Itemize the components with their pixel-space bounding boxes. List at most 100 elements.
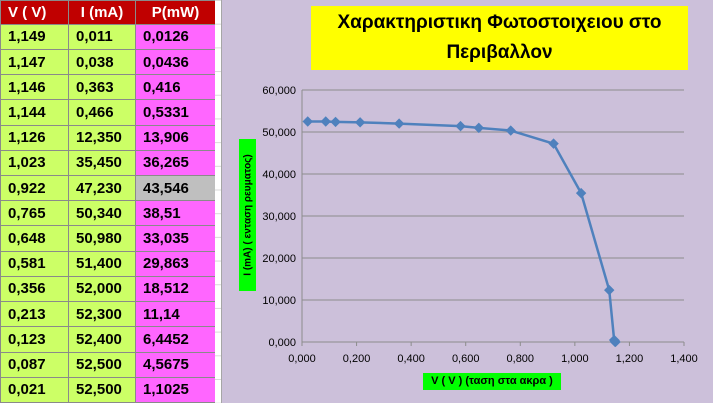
header-current[interactable]: I (mA) xyxy=(68,0,136,25)
cell-current[interactable]: 0,363 xyxy=(68,74,136,101)
cell-voltage[interactable]: 1,023 xyxy=(0,149,69,177)
data-point-marker xyxy=(604,284,615,296)
table-row: 1,126 12,350 13,906 xyxy=(0,124,216,151)
x-tick-label: 0,600 xyxy=(452,353,480,365)
cell-current[interactable]: 47,230 xyxy=(68,174,136,202)
y-tick-label: 40,000 xyxy=(262,169,296,181)
y-tick-label: 60,000 xyxy=(262,85,296,97)
cell-power[interactable]: 0,0126 xyxy=(135,23,216,50)
data-point-marker xyxy=(393,118,405,129)
cell-current[interactable]: 52,400 xyxy=(68,326,136,353)
table-row: 1,147 0,038 0,0436 xyxy=(0,48,216,76)
x-tick-label: 1,200 xyxy=(616,353,644,365)
y-tick-label: 20,000 xyxy=(262,253,296,265)
y-tick-label: 30,000 xyxy=(262,211,296,223)
cell-current[interactable]: 35,450 xyxy=(68,149,136,177)
cell-power[interactable]: 6,4452 xyxy=(135,326,216,353)
x-tick-label: 0,800 xyxy=(507,353,535,365)
y-tick-label: 0,000 xyxy=(268,337,296,349)
cell-current[interactable]: 50,340 xyxy=(68,200,136,227)
cell-voltage[interactable]: 0,765 xyxy=(0,200,69,227)
x-tick-label: 1,400 xyxy=(670,353,698,365)
cell-current[interactable]: 0,011 xyxy=(68,23,136,50)
cell-current[interactable]: 51,400 xyxy=(68,250,136,277)
cell-voltage[interactable]: 1,144 xyxy=(0,99,69,126)
cell-current[interactable]: 0,466 xyxy=(68,99,136,126)
table-row: 0,765 50,340 38,51 xyxy=(0,200,216,227)
y-axis-title[interactable]: I (mA) ( ενταση ρευματος) xyxy=(239,139,256,291)
table-row: 0,213 52,300 11,14 xyxy=(0,301,216,328)
header-row: V ( V) I (mA) P(mW) xyxy=(0,0,216,25)
data-point-marker xyxy=(608,334,620,346)
table-row: 0,922 47,230 43,546 xyxy=(0,174,216,202)
data-point-marker xyxy=(473,122,485,134)
y-tick-label: 10,000 xyxy=(262,295,296,307)
x-tick-label: 1,000 xyxy=(561,353,589,365)
cell-current[interactable]: 12,350 xyxy=(68,124,136,151)
cell-power[interactable]: 11,14 xyxy=(135,301,216,328)
cell-voltage[interactable]: 0,087 xyxy=(0,351,69,378)
chart-title[interactable]: Χαρακτηριστικη Φωτοστοιχειου στο Περιβαλ… xyxy=(311,6,688,70)
cell-voltage[interactable]: 0,922 xyxy=(0,174,69,202)
cell-power[interactable]: 43,546 xyxy=(135,174,216,202)
cell-power[interactable]: 0,5331 xyxy=(135,99,216,126)
table-row: 0,648 50,980 33,035 xyxy=(0,225,216,252)
data-point-marker xyxy=(575,187,587,199)
cell-power[interactable]: 13,906 xyxy=(135,124,216,151)
table-row: 0,087 52,500 4,5675 xyxy=(0,351,216,378)
cell-power[interactable]: 1,1025 xyxy=(135,376,216,403)
data-point-marker xyxy=(354,117,366,128)
data-point-marker xyxy=(505,125,516,136)
cell-voltage[interactable]: 1,147 xyxy=(0,48,69,76)
table-row: 1,149 0,011 0,0126 xyxy=(0,23,216,50)
cell-current[interactable]: 52,500 xyxy=(68,351,136,378)
data-point-marker xyxy=(330,116,341,128)
cell-voltage[interactable]: 0,213 xyxy=(0,301,69,328)
cell-power[interactable]: 0,416 xyxy=(135,74,216,101)
cell-power[interactable]: 29,863 xyxy=(135,250,216,277)
header-power[interactable]: P(mW) xyxy=(135,0,216,25)
cell-current[interactable]: 52,300 xyxy=(68,301,136,328)
cell-voltage[interactable]: 0,581 xyxy=(0,250,69,277)
x-tick-label: 0,200 xyxy=(343,353,371,365)
cell-voltage[interactable]: 0,648 xyxy=(0,225,69,252)
table-row: 1,146 0,363 0,416 xyxy=(0,74,216,101)
cell-voltage[interactable]: 0,123 xyxy=(0,326,69,353)
cell-voltage[interactable]: 1,149 xyxy=(0,23,69,50)
cell-voltage[interactable]: 1,126 xyxy=(0,124,69,151)
data-point-marker xyxy=(302,116,313,127)
cell-power[interactable]: 36,265 xyxy=(135,149,216,177)
data-point-marker xyxy=(320,116,331,127)
series-line xyxy=(307,120,617,344)
table-row: 1,144 0,466 0,5331 xyxy=(0,99,216,126)
data-point-marker xyxy=(455,120,466,132)
sheet-gridlines xyxy=(215,0,221,403)
cell-power[interactable]: 33,035 xyxy=(135,225,216,252)
table-row: 0,356 52,000 18,512 xyxy=(0,275,216,303)
cell-voltage[interactable]: 1,146 xyxy=(0,74,69,101)
x-tick-label: 0,000 xyxy=(288,353,316,365)
plot-area: 0,000 10,000 20,000 30,000 40,000 50,000 60,00… xyxy=(262,85,698,365)
x-axis-title[interactable]: V ( V ) (ταση στα ακρα ) xyxy=(423,373,561,390)
cell-current[interactable]: 52,500 xyxy=(68,376,136,403)
cell-power[interactable]: 38,51 xyxy=(135,200,216,227)
cell-current[interactable]: 52,000 xyxy=(68,275,136,303)
chart-area[interactable]: 0,000 10,000 20,000 30,000 40,000 50,000 60,00… xyxy=(221,0,713,403)
data-table: V ( V) I (mA) P(mW) 1,149 0,011 0,0126 1,14… xyxy=(0,0,216,403)
x-tick-label: 0,400 xyxy=(397,353,425,365)
table-row: 0,021 52,500 1,1025 xyxy=(0,376,216,403)
y-axis-title-text: I (mA) ( ενταση ρευματος) xyxy=(242,154,253,276)
table-row: 1,023 35,450 36,265 xyxy=(0,149,216,177)
cell-current[interactable]: 50,980 xyxy=(68,225,136,252)
cell-power[interactable]: 18,512 xyxy=(135,275,216,303)
cell-power[interactable]: 0,0436 xyxy=(135,48,216,76)
header-voltage[interactable]: V ( V) xyxy=(0,0,69,25)
table-row: 0,123 52,400 6,4452 xyxy=(0,326,216,353)
cell-current[interactable]: 0,038 xyxy=(68,48,136,76)
table-row: 0,581 51,400 29,863 xyxy=(0,250,216,277)
data-point-marker xyxy=(548,138,559,149)
cell-power[interactable]: 4,5675 xyxy=(135,351,216,378)
y-tick-label: 50,000 xyxy=(262,127,296,139)
cell-voltage[interactable]: 0,356 xyxy=(0,275,69,303)
cell-voltage[interactable]: 0,021 xyxy=(0,376,69,403)
